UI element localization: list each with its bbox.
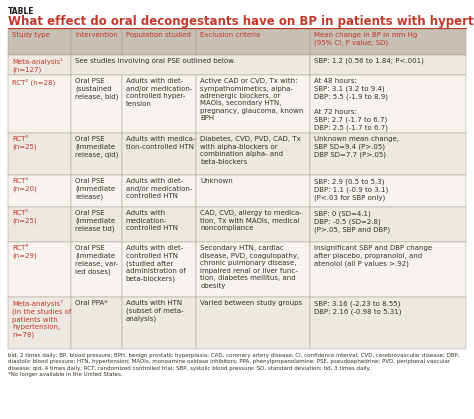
Bar: [310, 207, 466, 242]
Bar: [310, 55, 466, 75]
Text: SBP: 0 (SD=4.1)
DBP: -0.5 (SD=2.8)
(P>.05, SBP and DBP): SBP: 0 (SD=4.1) DBP: -0.5 (SD=2.8) (P>.0…: [314, 210, 390, 233]
Bar: [8, 242, 71, 297]
Bar: [122, 175, 196, 207]
Text: Adults with diet-
and/or medication-
controlled hyper-
tension: Adults with diet- and/or medication- con…: [126, 78, 192, 106]
Bar: [310, 175, 466, 207]
Text: CAD, CVD, allergy to medica-
tion, Tx with MAOIs, medical
noncompliance: CAD, CVD, allergy to medica- tion, Tx wi…: [200, 210, 302, 231]
Bar: [8, 29, 71, 55]
Bar: [310, 29, 466, 55]
Text: RCT² (n=28): RCT² (n=28): [12, 78, 55, 85]
Bar: [122, 207, 196, 242]
Bar: [8, 175, 71, 207]
Text: Oral PSE
(immediate
release, qid): Oral PSE (immediate release, qid): [75, 136, 118, 158]
Bar: [71, 29, 122, 55]
Text: Study type: Study type: [12, 32, 50, 38]
Bar: [196, 133, 310, 175]
Bar: [196, 207, 310, 242]
Bar: [71, 242, 122, 297]
Bar: [71, 75, 122, 133]
Text: Mean change in BP in mm Hg
(95% CI, P value, SD): Mean change in BP in mm Hg (95% CI, P va…: [314, 32, 417, 46]
Text: At 48 hours:
SBP: 3.1 (3.2 to 9.4)
DBP: 5.5 (-1.9 to 8.9)

At 72 hours:
SBP: 2.7: At 48 hours: SBP: 3.1 (3.2 to 9.4) DBP: …: [314, 78, 388, 131]
Text: Meta-analysis⁷
(in the studies of
patients with
hypertension,
n=78): Meta-analysis⁷ (in the studies of patien…: [12, 300, 72, 338]
Bar: [71, 207, 122, 242]
Bar: [310, 297, 466, 349]
Text: Oral PSE
(immediate
release): Oral PSE (immediate release): [75, 178, 115, 200]
Bar: [310, 75, 466, 133]
Text: Oral PSE
(immediate
release tid): Oral PSE (immediate release tid): [75, 210, 115, 232]
Text: Varied between study groups: Varied between study groups: [200, 300, 302, 306]
Text: bid, 2 times daily; BP, blood pressure; BPH, benign prostatic hyperplasia; CAD, : bid, 2 times daily; BP, blood pressure; …: [8, 353, 459, 377]
Bar: [122, 242, 196, 297]
Text: What effect do oral decongestants have on BP in patients with hypertension?: What effect do oral decongestants have o…: [8, 15, 474, 28]
Text: Exclusion criteria: Exclusion criteria: [200, 32, 261, 38]
Bar: [8, 207, 71, 242]
Bar: [71, 133, 122, 175]
Text: Oral PSE
(sustained
release, bid): Oral PSE (sustained release, bid): [75, 78, 118, 100]
Bar: [196, 175, 310, 207]
Bar: [122, 75, 196, 133]
Bar: [8, 75, 71, 133]
Text: RCT⁵
(n=25): RCT⁵ (n=25): [12, 210, 36, 224]
Bar: [8, 297, 71, 349]
Text: RCT³
(n=25): RCT³ (n=25): [12, 136, 36, 150]
Text: RCT⁴
(n=20): RCT⁴ (n=20): [12, 178, 37, 192]
Text: RCT⁶
(n=29): RCT⁶ (n=29): [12, 245, 37, 259]
Text: Meta-analysis¹
(n=127): Meta-analysis¹ (n=127): [12, 58, 63, 73]
Text: Active CAD or CVD, Tx with:
sympathomimetics, alpha-
adrenergic blockers, or
MAO: Active CAD or CVD, Tx with: sympathomime…: [200, 78, 304, 122]
Text: Insignificant SBP and DBP change
after placebo, propranolol, and
atenolol (all P: Insignificant SBP and DBP change after p…: [314, 245, 432, 266]
Text: Adults with HTN
(subset of meta-
analysis): Adults with HTN (subset of meta- analysi…: [126, 300, 183, 322]
Text: SBP: 3.16 (-2.23 to 8.55)
DBP: 2.16 (-0.98 to 5.31): SBP: 3.16 (-2.23 to 8.55) DBP: 2.16 (-0.…: [314, 300, 401, 315]
Bar: [71, 175, 122, 207]
Bar: [310, 133, 466, 175]
Bar: [196, 297, 310, 349]
Bar: [122, 29, 196, 55]
Bar: [71, 55, 310, 75]
Bar: [8, 133, 71, 175]
Text: Adults with medica-
tion-controlled HTN: Adults with medica- tion-controlled HTN: [126, 136, 195, 150]
Text: Secondary HTN, cardiac
disease, PVD, coagulopathy,
chronic pulmonary disease,
im: Secondary HTN, cardiac disease, PVD, coa…: [200, 245, 300, 289]
Text: Diabetes, CVD, PVD, CAD, Tx
with alpha-blockers or
combination alpha- and
beta-b: Diabetes, CVD, PVD, CAD, Tx with alpha-b…: [200, 136, 301, 165]
Text: TABLE: TABLE: [8, 7, 35, 16]
Text: Unknown: Unknown: [200, 178, 233, 184]
Text: Adults with
medication-
controlled HTN: Adults with medication- controlled HTN: [126, 210, 178, 231]
Text: SBP: 1.2 (0.56 to 1.84; P<.001): SBP: 1.2 (0.56 to 1.84; P<.001): [314, 58, 424, 65]
Bar: [122, 133, 196, 175]
Bar: [122, 297, 196, 349]
Bar: [8, 55, 71, 75]
Text: Unknown mean change,
SBP SD=9.4 (P>.05)
DBP SD=7.7 (P>.05): Unknown mean change, SBP SD=9.4 (P>.05) …: [314, 136, 399, 158]
Bar: [71, 297, 122, 349]
Text: Oral PPA*: Oral PPA*: [75, 300, 108, 306]
Bar: [196, 242, 310, 297]
Text: Population studied: Population studied: [126, 32, 191, 38]
Bar: [310, 242, 466, 297]
Text: SBP: 2.9 (0.5 to 5.3)
DBP: 1.1 (-0.9 to 3.1)
(P<.03 for SBP only): SBP: 2.9 (0.5 to 5.3) DBP: 1.1 (-0.9 to …: [314, 178, 388, 201]
Text: Adults with diet-
controlled HTN
(studied after
administration of
beta-blockers): Adults with diet- controlled HTN (studie…: [126, 245, 185, 282]
Text: Adults with diet-
and/or medication-
controlled HTN: Adults with diet- and/or medication- con…: [126, 178, 192, 199]
Text: See studies involving oral PSE outlined below.: See studies involving oral PSE outlined …: [75, 58, 236, 64]
Text: Oral PSE
(immediate
release, var-
ied doses): Oral PSE (immediate release, var- ied do…: [75, 245, 118, 274]
Bar: [196, 29, 310, 55]
Bar: [196, 75, 310, 133]
Text: Intervention: Intervention: [75, 32, 118, 38]
